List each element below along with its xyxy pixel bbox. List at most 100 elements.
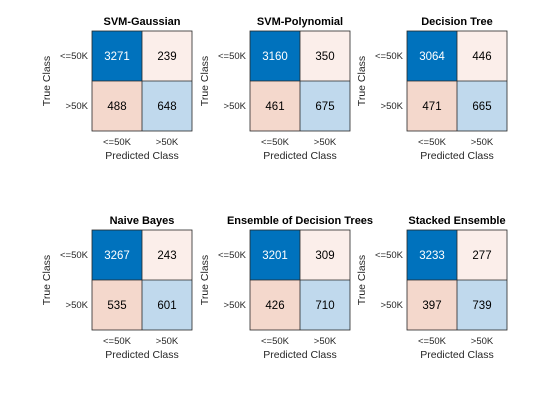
x-tick-label: <=50K (418, 137, 447, 148)
confusion-matrix-panel: 3267 243 535 601 Naive Bayes <=50K >50K <=50K >5… (41, 215, 193, 361)
plot-border (91, 229, 193, 331)
chart-title: SVM-Polynomial (257, 16, 343, 28)
matrix-cell (300, 81, 350, 131)
cell-value-label: 3160 (262, 51, 288, 63)
chart-title: Decision Tree (421, 16, 493, 28)
matrix-cell (407, 81, 457, 131)
cell-value-label: 309 (315, 250, 334, 262)
matrix-cell (142, 280, 192, 330)
plot-border (91, 30, 193, 132)
confusion-matrix-panel: 3160 350 461 675 SVM-Polynomial <=50K >50K <=50… (199, 16, 351, 162)
confusion-matrix-panel: 3233 277 397 739 Stacked Ensemble <=50K >50K <=… (356, 215, 508, 361)
y-tick-label: <=50K (218, 51, 247, 62)
y-tick-label: >50K (66, 300, 89, 311)
matrix-cell (92, 280, 142, 330)
y-axis-label: True Class (41, 56, 53, 106)
cell-value-label: 601 (157, 300, 176, 312)
x-tick-label: <=50K (261, 137, 290, 148)
confusion-matrix-panel: 3064 446 471 665 Decision Tree <=50K >50K <=50K… (356, 16, 508, 162)
chart-title: Naive Bayes (110, 215, 175, 227)
matrix-cell (300, 31, 350, 81)
cell-value-label: 426 (265, 300, 284, 312)
matrix-cell (250, 81, 300, 131)
chart-title: Ensemble of Decision Trees (227, 215, 373, 227)
x-tick-label: >50K (314, 336, 337, 347)
y-axis-label: True Class (199, 56, 211, 106)
cell-value-label: 648 (157, 101, 176, 113)
matrix-cell (457, 81, 507, 131)
y-tick-label: <=50K (218, 250, 247, 261)
x-tick-label: <=50K (103, 336, 132, 347)
cell-value-label: 3271 (104, 51, 130, 63)
y-tick-label: >50K (66, 101, 89, 112)
x-tick-label: >50K (314, 137, 337, 148)
cell-value-label: 488 (107, 101, 126, 113)
y-axis-label: True Class (199, 255, 211, 305)
cell-value-label: 3233 (419, 250, 445, 262)
cell-value-label: 397 (422, 300, 441, 312)
y-tick-label: >50K (381, 101, 404, 112)
x-axis-label: Predicted Class (263, 349, 337, 361)
x-axis-label: Predicted Class (263, 150, 337, 162)
matrix-cell (407, 31, 457, 81)
y-axis-label: True Class (356, 255, 368, 305)
plot-border (249, 229, 351, 331)
matrix-cell (250, 280, 300, 330)
cell-value-label: 243 (157, 250, 176, 262)
y-axis-label: True Class (356, 56, 368, 106)
matrix-cell (250, 31, 300, 81)
cell-value-label: 277 (472, 250, 491, 262)
x-axis-label: Predicted Class (420, 349, 494, 361)
matrix-cell (250, 230, 300, 280)
cell-value-label: 710 (315, 300, 334, 312)
matrix-cell (92, 81, 142, 131)
matrix-cell (92, 230, 142, 280)
x-tick-label: >50K (471, 137, 494, 148)
x-tick-label: <=50K (261, 336, 290, 347)
matrix-cell (142, 81, 192, 131)
cell-value-label: 739 (472, 300, 491, 312)
cell-value-label: 535 (107, 300, 126, 312)
cell-value-label: 239 (157, 51, 176, 63)
cell-value-label: 446 (472, 51, 491, 63)
matrix-cell (92, 31, 142, 81)
confusion-matrix-panel: 3201 309 426 710 Ensemble of Decision Trees <… (199, 215, 373, 361)
x-tick-label: >50K (156, 137, 179, 148)
matrix-cell (142, 31, 192, 81)
y-tick-label: >50K (224, 101, 247, 112)
chart-title: SVM-Gaussian (103, 16, 180, 28)
matrix-cell (457, 280, 507, 330)
x-axis-label: Predicted Class (105, 150, 179, 162)
cell-value-label: 350 (315, 51, 334, 63)
y-tick-label: <=50K (375, 250, 404, 261)
plot-border (406, 229, 508, 331)
chart-title: Stacked Ensemble (408, 215, 505, 227)
matrix-cell (407, 280, 457, 330)
matrix-cell (457, 31, 507, 81)
matrix-cell (457, 230, 507, 280)
cell-value-label: 665 (472, 101, 491, 113)
x-axis-label: Predicted Class (105, 349, 179, 361)
y-tick-label: >50K (381, 300, 404, 311)
matrix-cell (142, 230, 192, 280)
cell-value-label: 471 (422, 101, 441, 113)
x-tick-label: >50K (471, 336, 494, 347)
x-tick-label: >50K (156, 336, 179, 347)
cell-value-label: 675 (315, 101, 334, 113)
cell-value-label: 3201 (262, 250, 288, 262)
y-tick-label: <=50K (60, 250, 89, 261)
plot-border (406, 30, 508, 132)
matrix-cell (300, 280, 350, 330)
matrix-cell (300, 230, 350, 280)
x-axis-label: Predicted Class (420, 150, 494, 162)
matrix-cell (407, 230, 457, 280)
y-tick-label: >50K (224, 300, 247, 311)
x-tick-label: <=50K (418, 336, 447, 347)
cell-value-label: 3267 (104, 250, 130, 262)
cell-value-label: 3064 (419, 51, 445, 63)
x-tick-label: <=50K (103, 137, 132, 148)
cell-value-label: 461 (265, 101, 284, 113)
confusion-matrix-panel: 3271 239 488 648 SVM-Gaussian <=50K >50K <=50K >… (41, 16, 193, 162)
y-tick-label: <=50K (60, 51, 89, 62)
